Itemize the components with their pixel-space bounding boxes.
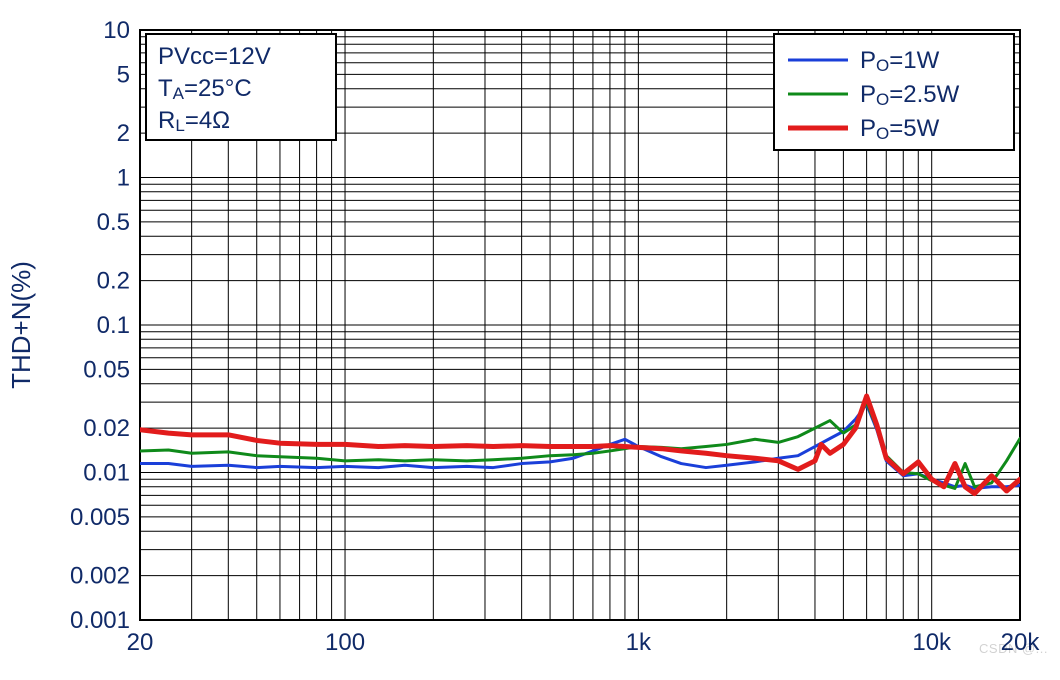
y-tick-label: 0.005 <box>70 504 130 531</box>
x-tick-label: 20 <box>127 629 154 656</box>
y-tick-label: 0.05 <box>83 356 130 383</box>
legend-label: PO=2.5W <box>860 81 960 109</box>
legend-label: PO=5W <box>860 115 940 143</box>
y-tick-label: 0.02 <box>83 415 130 442</box>
y-tick-label: 0.5 <box>97 209 130 236</box>
y-tick-label: 0.1 <box>97 312 130 339</box>
conditions-line: PVcc=12V <box>158 43 271 70</box>
conditions-line: TA=25°C <box>158 75 252 103</box>
y-tick-label: 0.002 <box>70 563 130 590</box>
conditions-line: RL=4Ω <box>158 107 230 135</box>
x-tick-label: 1k <box>626 629 652 656</box>
y-tick-label: 0.2 <box>97 268 130 295</box>
watermark: CSDN @... <box>979 641 1048 656</box>
x-tick-label: 100 <box>325 629 365 656</box>
y-tick-label: 0.01 <box>83 460 130 487</box>
y-tick-label: 5 <box>117 61 130 88</box>
y-tick-label: 1 <box>117 165 130 192</box>
legend-label: PO=1W <box>860 47 940 75</box>
y-tick-label: 2 <box>117 120 130 147</box>
x-tick-label: 10k <box>912 629 952 656</box>
y-tick-label: 10 <box>103 17 130 44</box>
thdn-chart: 0.001 0.002 0.005 0.01 0.02 0.05 0.1 0.2 0.5 1 2 5 1… <box>0 0 1060 680</box>
y-axis-label: THD+N(%) <box>6 261 36 389</box>
chart-svg: 0.001 0.002 0.005 0.01 0.02 0.05 0.1 0.2 0.5 1 2 5 1… <box>0 0 1060 680</box>
y-tick-label: 0.001 <box>70 607 130 634</box>
